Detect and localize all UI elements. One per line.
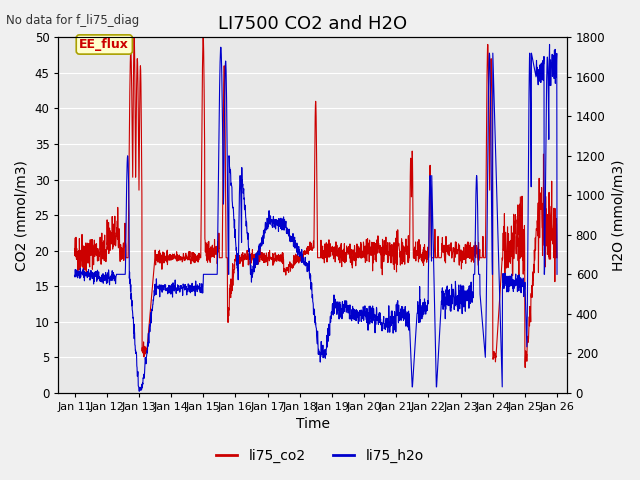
Y-axis label: CO2 (mmol/m3): CO2 (mmol/m3) bbox=[15, 160, 29, 271]
X-axis label: Time: Time bbox=[296, 418, 330, 432]
Text: No data for f_li75_diag: No data for f_li75_diag bbox=[6, 14, 140, 27]
Y-axis label: H2O (mmol/m3): H2O (mmol/m3) bbox=[611, 159, 625, 271]
Text: EE_flux: EE_flux bbox=[79, 38, 129, 51]
Title: LI7500 CO2 and H2O: LI7500 CO2 and H2O bbox=[218, 15, 407, 33]
Legend: li75_co2, li75_h2o: li75_co2, li75_h2o bbox=[211, 443, 429, 468]
